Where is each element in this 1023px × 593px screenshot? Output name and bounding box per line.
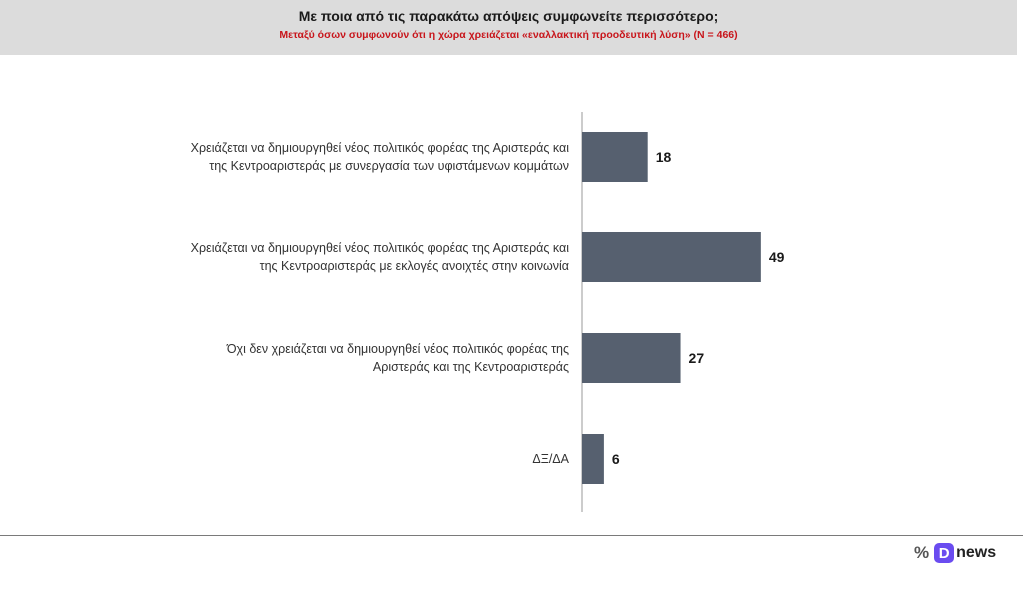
data-label: 49 (769, 249, 785, 265)
category-label: Όχι δεν χρειάζεται να δημιουργηθεί νέος … (226, 342, 569, 356)
category-label: Αριστεράς και της Κεντροαριστεράς (373, 360, 569, 374)
category-label: της Κεντροαριστεράς με συνεργασία των υφ… (209, 159, 569, 173)
bar (582, 434, 604, 484)
bottom-divider (0, 535, 1023, 536)
chart-header: Με ποια από τις παρακάτω απόψεις συμφωνε… (0, 0, 1017, 55)
bar (582, 333, 681, 383)
data-label: 27 (689, 350, 705, 366)
category-label: Χρειάζεται να δημιουργηθεί νέος πολιτικό… (191, 141, 570, 155)
bar (582, 232, 761, 282)
chart-subtitle: Μεταξύ όσων συμφωνούν ότι η χώρα χρειάζε… (279, 29, 738, 41)
category-label: της Κεντροαριστεράς με εκλογές ανοιχτές … (260, 259, 569, 273)
brand-name: news (956, 544, 997, 561)
percent-icon: % (914, 543, 930, 562)
data-label: 18 (656, 149, 672, 165)
category-label: Χρειάζεται να δημιουργηθεί νέος πολιτικό… (191, 241, 570, 255)
brand-logo: % D news (914, 541, 996, 565)
dnews-logo-icon: D (934, 543, 955, 563)
bar (582, 132, 648, 182)
category-label: ΔΞ/ΔΑ (532, 452, 569, 466)
data-label: 6 (612, 451, 620, 467)
chart-title: Με ποια από τις παρακάτω απόψεις συμφωνε… (298, 8, 719, 24)
